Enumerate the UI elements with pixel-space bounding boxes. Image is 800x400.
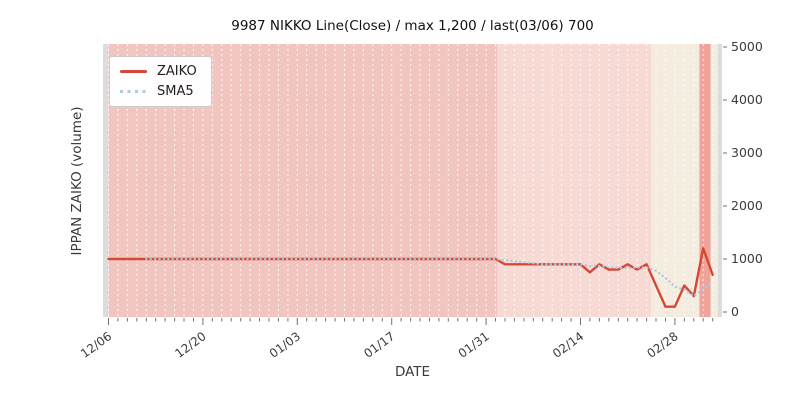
svg-text:3000: 3000 — [731, 145, 763, 160]
chart-title: 9987 NIKKO Line(Close) / max 1,200 / las… — [231, 18, 594, 34]
legend-item-zaiko: ZAIKO — [120, 65, 197, 78]
x-axis-label: DATE — [394, 364, 431, 380]
svg-text:12/20: 12/20 — [172, 329, 208, 361]
legend-box: ZAIKO SMA5 — [109, 56, 212, 107]
svg-text:02/28: 02/28 — [644, 329, 680, 361]
y-tick-labels: 0 1000 2000 3000 4000 5000 — [731, 39, 763, 319]
legend-item-sma5: SMA5 — [120, 85, 197, 98]
legend-label-sma5: SMA5 — [157, 84, 194, 99]
y-axis-ticks — [723, 46, 727, 313]
svg-text:01/31: 01/31 — [456, 329, 492, 361]
svg-text:5000: 5000 — [731, 39, 763, 54]
sma5-dots-swatch-icon — [120, 90, 147, 93]
x-axis-ticks — [108, 318, 714, 325]
svg-text:02/14: 02/14 — [550, 329, 586, 361]
svg-text:4000: 4000 — [731, 92, 763, 107]
svg-text:2000: 2000 — [731, 198, 763, 213]
svg-text:01/03: 01/03 — [267, 329, 303, 361]
svg-text:0: 0 — [731, 304, 739, 319]
legend-label-zaiko: ZAIKO — [157, 64, 197, 79]
svg-text:1000: 1000 — [731, 251, 763, 266]
zaiko-line-swatch-icon — [120, 70, 147, 73]
svg-text:01/17: 01/17 — [361, 329, 397, 361]
svg-text:12/06: 12/06 — [78, 329, 114, 361]
x-tick-labels: 12/06 12/20 01/03 01/17 01/31 02/14 02/28 — [78, 329, 681, 361]
